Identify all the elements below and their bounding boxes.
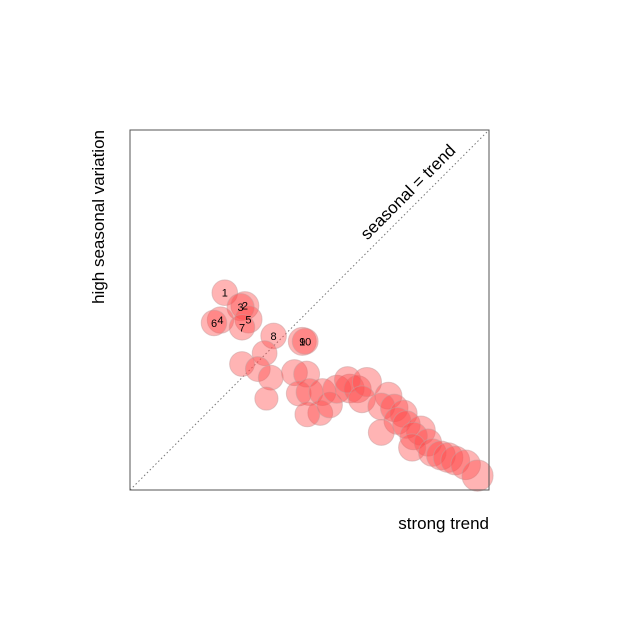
data-point-label: 6 — [211, 318, 217, 330]
data-point — [461, 459, 494, 492]
x-axis-label: strong trend — [398, 514, 489, 533]
reference-diagonal-line — [129, 129, 490, 491]
data-point — [244, 356, 271, 382]
data-point — [322, 374, 352, 404]
reference-line-label: seasonal = trend — [357, 141, 460, 244]
data-point — [251, 340, 278, 367]
points-layer — [200, 279, 494, 492]
data-point-label: 8 — [271, 331, 277, 343]
data-point — [211, 279, 239, 307]
data-point — [316, 391, 343, 419]
plot-frame — [129, 129, 490, 491]
data-point — [206, 306, 235, 334]
data-point-label: 3 — [238, 302, 244, 314]
data-point-label: 10 — [299, 336, 311, 348]
data-point — [399, 421, 428, 451]
data-point-label: 2 — [242, 301, 248, 313]
data-point — [432, 442, 464, 473]
data-point — [367, 418, 395, 446]
data-point — [307, 400, 334, 426]
data-point — [351, 366, 383, 398]
data-point — [287, 326, 317, 356]
y-axis-label: high seasonal variation — [89, 130, 108, 304]
data-point — [333, 366, 362, 394]
data-point-label: 1 — [222, 288, 228, 300]
data-point-label: 9 — [299, 336, 305, 348]
data-point — [334, 373, 365, 404]
data-point — [234, 305, 263, 334]
data-point — [280, 359, 308, 387]
data-point-label: 7 — [239, 322, 245, 334]
data-point — [200, 309, 228, 337]
data-point — [293, 360, 321, 388]
data-point — [229, 351, 255, 377]
data-point — [254, 386, 279, 411]
data-point-label: 4 — [217, 315, 223, 327]
data-point — [260, 322, 287, 350]
data-point — [257, 364, 284, 391]
data-point — [291, 327, 319, 355]
data-point — [228, 313, 256, 341]
data-point-label: 5 — [245, 314, 251, 326]
data-point — [294, 401, 321, 428]
